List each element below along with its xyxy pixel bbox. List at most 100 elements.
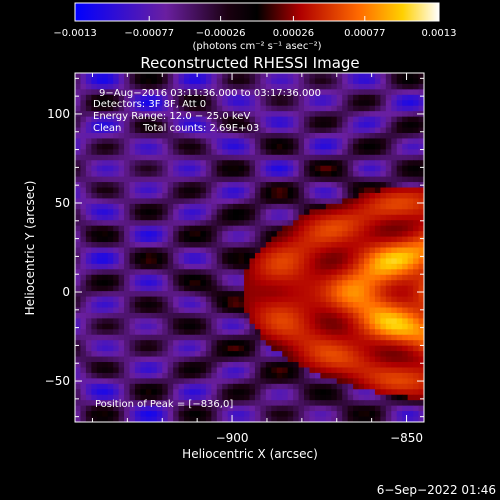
heatmap-cell: [385, 340, 392, 347]
heatmap-cell: [173, 122, 180, 129]
heatmap-cell: [358, 209, 365, 216]
heatmap-cell: [80, 203, 87, 210]
heatmap-cell: [113, 280, 120, 287]
heatmap-cell: [293, 285, 300, 292]
heatmap-cell: [200, 122, 207, 129]
heatmap-cell: [391, 367, 398, 374]
heatmap-cell: [156, 280, 163, 287]
heatmap-cell: [145, 389, 152, 396]
heatmap-cell: [407, 214, 414, 221]
heatmap-cell: [167, 252, 174, 259]
heatmap-cell: [304, 285, 310, 292]
heatmap-cell: [342, 416, 349, 422]
heatmap-cell: [391, 116, 398, 123]
heatmap-cell: [96, 367, 103, 374]
heatmap-cell: [353, 182, 360, 189]
heatmap-cell: [358, 351, 365, 358]
heatmap-cell: [287, 116, 294, 123]
heatmap-cell: [369, 372, 376, 379]
heatmap-cell: [194, 258, 201, 265]
heatmap-cell: [118, 383, 125, 390]
heatmap-cell: [265, 83, 272, 90]
heatmap-cell: [304, 83, 310, 90]
heatmap-cell: [118, 192, 125, 199]
heatmap-cell: [282, 372, 289, 379]
heatmap-cell: [238, 329, 245, 336]
heatmap-cell: [287, 127, 294, 134]
heatmap-cell: [413, 362, 420, 368]
heatmap-cell: [331, 389, 338, 396]
heatmap-cell: [298, 258, 305, 265]
heatmap-cell: [184, 203, 191, 210]
heatmap-cell: [184, 132, 191, 139]
heatmap-cell: [96, 296, 103, 303]
heatmap-cell: [260, 122, 267, 129]
heatmap-cell: [260, 209, 267, 216]
heatmap-cell: [238, 225, 245, 232]
heatmap-cell: [156, 132, 163, 139]
colorbar-tick-label: −0.00026: [196, 28, 246, 39]
heatmap-cell: [358, 345, 365, 352]
heatmap-cell: [265, 242, 272, 248]
heatmap-cell: [75, 83, 81, 90]
heatmap-cell: [336, 274, 343, 281]
heatmap-cell: [75, 318, 81, 325]
heatmap-cell: [402, 89, 409, 96]
heatmap-cell: [140, 362, 147, 368]
heatmap-cell: [314, 94, 321, 101]
heatmap-cell: [118, 323, 125, 330]
heatmap-cell: [342, 160, 349, 167]
heatmap-cell: [222, 269, 229, 276]
heatmap-cell: [407, 122, 414, 129]
heatmap-cell: [211, 247, 218, 254]
heatmap-cell: [380, 203, 387, 210]
heatmap-cell: [91, 285, 98, 292]
heatmap-cell: [402, 351, 409, 358]
heatmap-cell: [216, 296, 223, 303]
heatmap-cell: [233, 400, 240, 407]
heatmap-cell: [162, 334, 169, 341]
heatmap-cell: [336, 143, 343, 150]
heatmap-cell: [140, 411, 147, 418]
heatmap-cell: [118, 351, 125, 358]
heatmap-cell: [173, 252, 180, 259]
heatmap-cell: [325, 143, 332, 150]
heatmap-cell: [227, 165, 234, 172]
heatmap-cell: [364, 340, 370, 347]
heatmap-cell: [118, 89, 125, 96]
heatmap-cell: [282, 187, 289, 194]
heatmap-cell: [238, 274, 245, 281]
heatmap-cell: [385, 154, 392, 161]
heatmap-cell: [364, 182, 370, 189]
heatmap-cell: [222, 187, 229, 194]
heatmap-cell: [113, 94, 120, 101]
heatmap-cell: [391, 334, 398, 341]
heatmap-cell: [200, 203, 207, 210]
plot-frame: [74, 72, 425, 423]
heatmap-cell: [156, 411, 163, 418]
heatmap-cell: [80, 367, 87, 374]
heatmap-cell: [249, 165, 256, 172]
heatmap-cell: [134, 252, 141, 259]
heatmap-cell: [134, 351, 141, 358]
heatmap-cell: [107, 171, 114, 178]
heatmap-cell: [167, 372, 174, 379]
colorbar-tick-label: 0.0013: [422, 28, 457, 39]
heatmap-cell: [200, 252, 207, 259]
heatmap-cell: [151, 351, 158, 358]
heatmap-cell: [151, 252, 158, 259]
heatmap-cell: [353, 269, 360, 276]
heatmap-cell: [358, 323, 365, 330]
heatmap-cell: [244, 165, 250, 172]
heatmap-cell: [134, 416, 141, 422]
heatmap-cell: [353, 351, 360, 358]
heatmap-cell: [298, 154, 305, 161]
heatmap-cell: [265, 345, 272, 352]
heatmap-cell: [91, 132, 98, 139]
heatmap-cell: [102, 372, 109, 379]
heatmap-cell: [227, 231, 234, 238]
heatmap-cell: [282, 209, 289, 216]
heatmap-cell: [80, 285, 87, 292]
heatmap-cell: [364, 143, 370, 150]
heatmap-cell: [342, 345, 349, 352]
